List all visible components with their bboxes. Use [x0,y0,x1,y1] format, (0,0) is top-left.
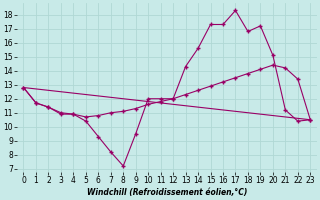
X-axis label: Windchill (Refroidissement éolien,°C): Windchill (Refroidissement éolien,°C) [87,188,247,197]
